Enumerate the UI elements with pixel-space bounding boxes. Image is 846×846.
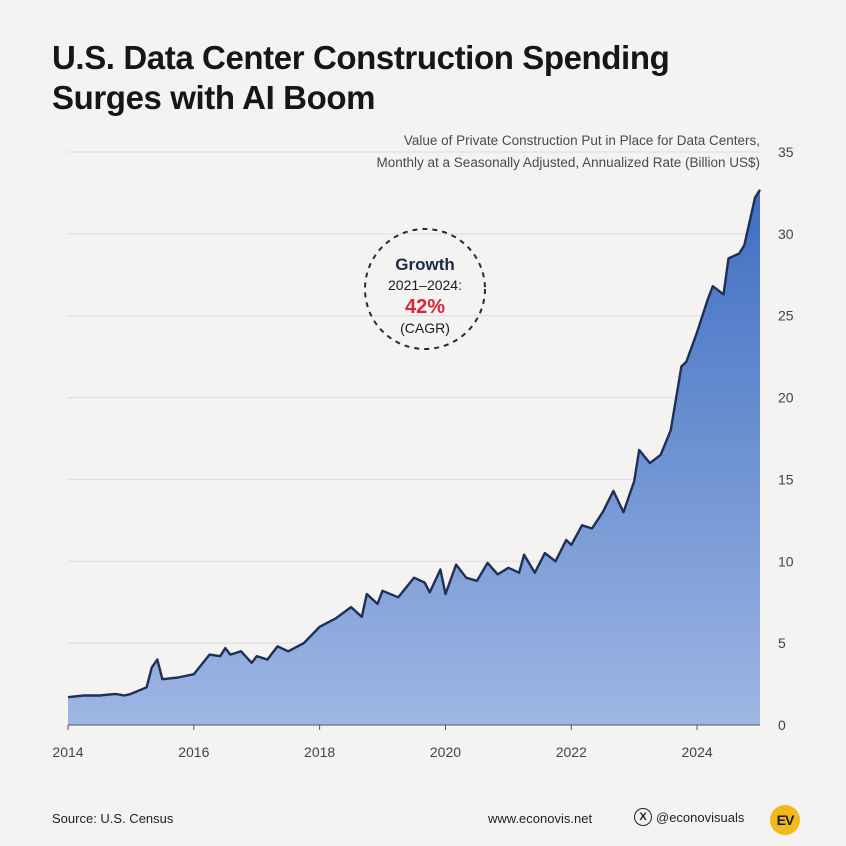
x-tick-label: 2024	[682, 744, 713, 760]
chart-title: U.S. Data Center Construction Spending S…	[52, 38, 812, 118]
x-tick-label: 2014	[52, 744, 83, 760]
y-tick-label: 10	[778, 553, 794, 569]
x-axis-ticks: 2014 2016 2018 2020 2022 2024	[52, 725, 713, 760]
area-fill	[68, 189, 760, 725]
y-tick-label: 0	[778, 717, 786, 733]
chart-subtitle: Value of Private Construction Put in Pla…	[377, 130, 760, 174]
x-tick-label: 2020	[430, 744, 461, 760]
annotation-circle	[364, 228, 486, 350]
annotation-note: (CAGR)	[400, 320, 450, 336]
annotation-period: 2021–2024:	[388, 277, 462, 293]
y-tick-label: 35	[778, 144, 794, 160]
y-tick-label: 20	[778, 390, 794, 406]
chart-title-line-2: Surges with AI Boom	[52, 79, 376, 116]
x-tick-label: 2018	[304, 744, 335, 760]
chart-title-line-1: U.S. Data Center Construction Spending	[52, 39, 670, 76]
chart-subtitle-line-1: Value of Private Construction Put in Pla…	[403, 133, 760, 148]
series-line	[67, 189, 762, 699]
x-tick-label: 2016	[178, 744, 209, 760]
growth-annotation: Growth 2021–2024: 42% (CAGR)	[364, 228, 486, 350]
x-tick-label: 2022	[556, 744, 587, 760]
y-axis-ticks: 0 5 10 15 20 25 30 35	[778, 144, 794, 733]
annotation-value: 42%	[405, 296, 445, 318]
y-tick-label: 15	[778, 471, 794, 487]
chart-subtitle-line-2: Monthly at a Seasonally Adjusted, Annual…	[376, 155, 760, 170]
y-tick-label: 5	[778, 635, 786, 651]
y-tick-label: 25	[778, 308, 794, 324]
annotation-heading: Growth	[395, 255, 455, 274]
y-tick-label: 30	[778, 226, 794, 242]
